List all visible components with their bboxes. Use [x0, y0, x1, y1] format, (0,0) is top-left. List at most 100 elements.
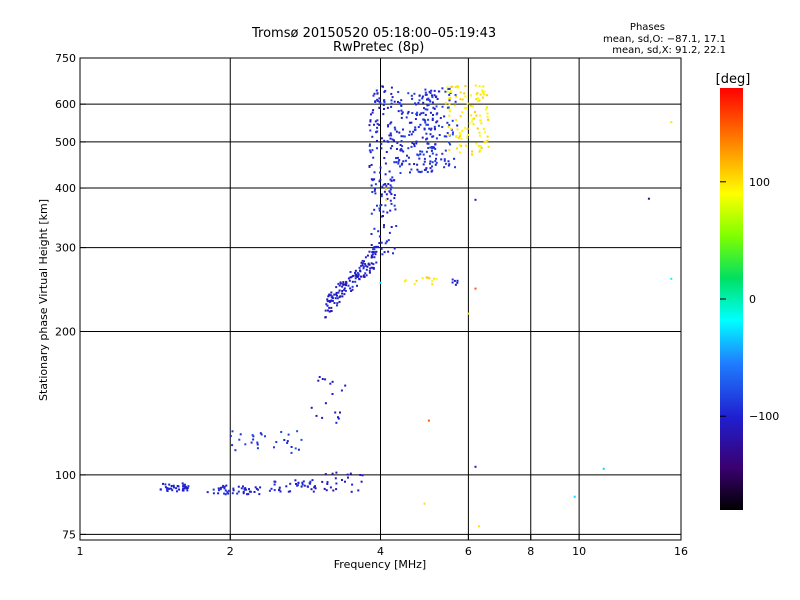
data-point [373, 123, 375, 126]
data-point [324, 473, 327, 476]
data-point [296, 484, 299, 487]
data-point [389, 132, 392, 135]
data-point [337, 282, 340, 285]
data-point [389, 191, 392, 194]
data-point [376, 99, 379, 102]
data-point [178, 488, 181, 491]
data-point [469, 94, 472, 97]
y-tick-label: 600 [55, 98, 76, 111]
data-point [183, 483, 186, 486]
data-point [360, 480, 363, 483]
data-point [456, 147, 458, 150]
data-point [390, 121, 393, 124]
data-point [378, 100, 381, 103]
data-point [487, 145, 490, 148]
data-point [461, 129, 464, 132]
data-point [413, 282, 416, 285]
data-point [430, 127, 433, 130]
data-point [283, 439, 286, 441]
data-point [436, 98, 439, 100]
data-point [424, 119, 427, 122]
data-point [223, 485, 226, 488]
data-point [463, 106, 466, 109]
data-point [234, 449, 237, 452]
data-point [345, 281, 348, 284]
data-point [182, 484, 185, 487]
data-point [451, 85, 454, 88]
data-point [441, 87, 444, 90]
data-point [317, 379, 320, 382]
data-point [333, 302, 336, 304]
data-point [423, 107, 425, 110]
data-point [348, 279, 351, 282]
colorbar-ticks: 100 0 −100 [720, 176, 779, 423]
data-point [480, 122, 483, 125]
data-point [393, 139, 395, 142]
data-point [357, 489, 360, 492]
data-point [415, 113, 418, 115]
data-point [357, 274, 360, 277]
data-point [391, 145, 394, 147]
data-point [394, 208, 397, 211]
data-point [439, 117, 442, 119]
data-point [331, 295, 334, 298]
data-point [426, 276, 429, 279]
data-point [341, 295, 344, 298]
data-point [487, 118, 490, 121]
data-point [368, 250, 371, 253]
data-point [427, 147, 430, 149]
data-point [670, 121, 673, 124]
data-point [422, 118, 425, 121]
data-point [312, 490, 315, 493]
data-point [465, 107, 468, 109]
data-point [326, 298, 329, 301]
data-point [171, 489, 174, 492]
data-point [481, 96, 484, 99]
data-point [433, 125, 436, 128]
data-point [447, 106, 450, 109]
data-point [376, 92, 379, 95]
data-point [221, 486, 224, 489]
data-point [407, 92, 410, 95]
data-point [434, 163, 437, 166]
data-point [431, 152, 434, 155]
data-point [479, 149, 482, 152]
data-point [425, 276, 428, 279]
data-point [278, 486, 281, 489]
data-point [413, 92, 416, 95]
data-point [424, 121, 427, 124]
data-point [455, 118, 457, 121]
data-point [430, 89, 433, 92]
data-point [182, 489, 185, 492]
data-point [212, 492, 215, 495]
data-point [328, 310, 331, 313]
data-point [393, 100, 396, 103]
data-point [429, 128, 432, 131]
data-point [324, 309, 327, 312]
data-point [364, 263, 367, 265]
y-tick-label: 200 [55, 325, 76, 338]
y-tick-label: 75 [62, 528, 76, 541]
x-tick-label: 8 [527, 545, 534, 558]
data-point [432, 135, 435, 138]
data-point [435, 113, 438, 116]
data-point [429, 167, 432, 170]
data-point [361, 259, 364, 262]
data-point [402, 128, 404, 131]
data-point [406, 154, 408, 157]
data-point [224, 493, 227, 496]
data-point [454, 104, 457, 107]
data-point [475, 98, 478, 101]
data-point [397, 162, 400, 165]
data-point [278, 488, 281, 491]
data-point [347, 277, 350, 280]
data-point [410, 145, 413, 148]
data-point [260, 433, 263, 436]
x-axis-ticks: 1 2 4 6 8 10 16 [77, 534, 688, 558]
x-tick-label: 1 [77, 545, 84, 558]
data-point [476, 100, 479, 103]
data-point [240, 487, 243, 490]
data-point [444, 149, 447, 152]
data-point [424, 91, 427, 94]
data-point [670, 277, 673, 280]
